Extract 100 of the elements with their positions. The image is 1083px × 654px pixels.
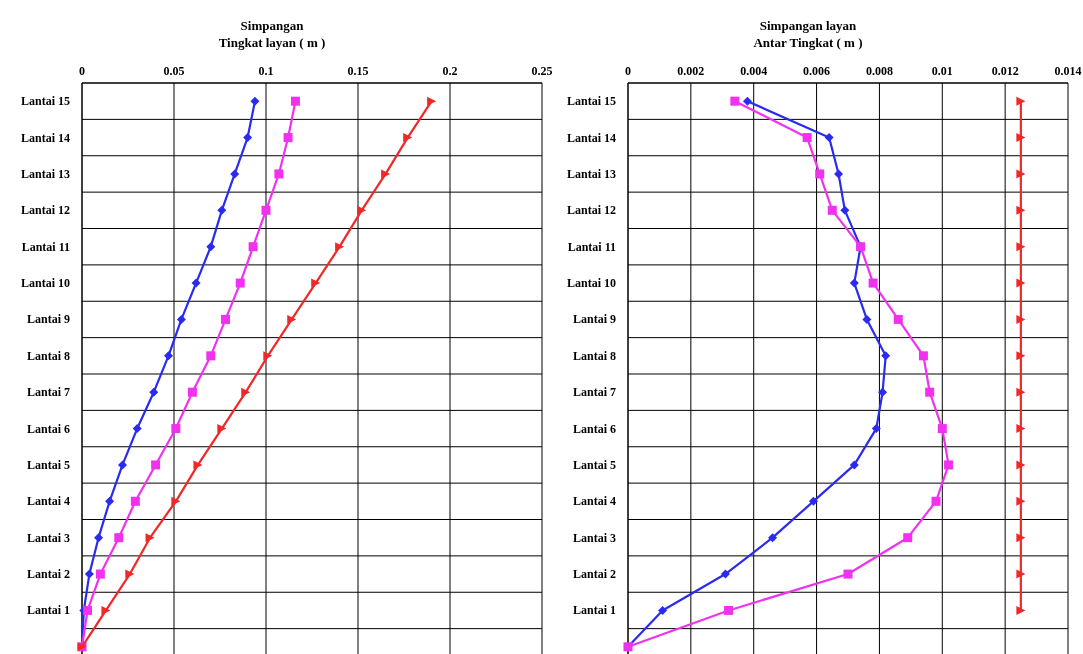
point <box>163 351 173 361</box>
point <box>94 533 104 543</box>
point <box>191 278 201 288</box>
point <box>290 96 300 106</box>
y-tick-label: Lantai 13 <box>20 166 70 181</box>
point <box>730 96 740 106</box>
point <box>843 569 853 579</box>
y-tick-label: Lantai 1 <box>26 603 70 618</box>
y-tick-label: Lantai 12 <box>20 203 70 218</box>
point <box>944 460 954 470</box>
point <box>151 460 161 470</box>
point <box>1016 278 1026 288</box>
x-tick-label: 0.1 <box>258 64 274 78</box>
x-tick-label: 0.004 <box>740 64 768 78</box>
point <box>937 424 947 434</box>
point <box>878 387 888 397</box>
point <box>171 496 181 506</box>
point <box>221 314 231 324</box>
point <box>893 314 903 324</box>
point <box>1016 242 1026 252</box>
x-tick-label: 0 <box>625 64 631 78</box>
point <box>206 351 216 361</box>
point <box>117 460 127 470</box>
point <box>742 96 752 106</box>
point <box>768 533 778 543</box>
point <box>1016 96 1026 106</box>
x-tick-label: 0.006 <box>803 64 831 78</box>
y-tick-label: Lantai 11 <box>21 239 70 254</box>
y-tick-label: Lantai 9 <box>26 312 70 327</box>
point <box>871 424 881 434</box>
point <box>241 387 251 397</box>
point <box>381 169 391 179</box>
point <box>808 496 818 506</box>
point <box>868 278 878 288</box>
point <box>125 569 135 579</box>
point <box>149 387 159 397</box>
point <box>217 205 227 215</box>
point <box>862 314 872 324</box>
point <box>130 496 140 506</box>
point <box>427 96 437 106</box>
point <box>840 205 850 215</box>
point <box>1016 205 1026 215</box>
y-tick-label: Lantai 12 <box>566 203 616 218</box>
point <box>931 496 941 506</box>
point <box>834 169 844 179</box>
y-tick-label: Lantai 5 <box>26 457 70 472</box>
point <box>903 533 913 543</box>
point <box>84 569 94 579</box>
point <box>403 133 413 143</box>
y-tick-label: Lantai 14 <box>566 130 616 145</box>
point <box>261 205 271 215</box>
point <box>925 387 935 397</box>
point <box>918 351 928 361</box>
y-tick-label: Lantai 7 <box>26 385 70 400</box>
point <box>193 460 203 470</box>
y-tick-label: Lantai 2 <box>26 567 70 582</box>
y-tick-label: Lantai 10 <box>20 276 70 291</box>
point <box>1016 133 1026 143</box>
point <box>263 351 273 361</box>
x-tick-label: 0.2 <box>442 64 458 78</box>
point <box>1016 533 1026 543</box>
point <box>287 314 297 324</box>
y-tick-label: Lantai 15 <box>20 94 70 109</box>
point <box>187 387 197 397</box>
point <box>248 242 258 252</box>
y-tick-label: Lantai 11 <box>567 239 616 254</box>
point <box>206 242 216 252</box>
y-tick-label: Lantai 4 <box>572 494 616 509</box>
point <box>1016 605 1026 615</box>
point <box>1016 169 1026 179</box>
point <box>827 205 837 215</box>
point <box>724 605 734 615</box>
x-tick-label: 0.014 <box>1054 64 1082 78</box>
y-tick-label: Lantai 13 <box>566 166 616 181</box>
y-tick-label: Lantai 2 <box>572 567 616 582</box>
point <box>283 133 293 143</box>
point <box>1016 351 1026 361</box>
y-tick-label: Lantai 3 <box>26 530 70 545</box>
point <box>815 169 825 179</box>
x-tick-label: 0.15 <box>347 64 369 78</box>
x-tick-label: 0.002 <box>677 64 705 78</box>
point <box>881 351 891 361</box>
x-axis-title: Simpangan Tingkat layan ( m ) <box>218 18 326 50</box>
point <box>849 460 859 470</box>
x-tick-label: 0.008 <box>865 64 893 78</box>
point <box>171 424 181 434</box>
y-tick-label: Lantai 8 <box>572 348 616 363</box>
point <box>1016 460 1026 470</box>
y-tick-label: Lantai 7 <box>572 385 616 400</box>
y-tick-label: Lantai 9 <box>572 312 616 327</box>
x-axis-title: Simpangan layan Antar Tingkat ( m ) <box>753 18 863 50</box>
point <box>1016 496 1026 506</box>
point <box>849 278 859 288</box>
y-tick-label: Lantai 6 <box>572 421 616 436</box>
y-tick-label: Lantai 3 <box>572 530 616 545</box>
point <box>1016 569 1026 579</box>
point <box>101 605 111 615</box>
x-tick-label: 0.05 <box>163 64 185 78</box>
y-tick-label: Lantai 1 <box>572 603 616 618</box>
y-tick-label: Lantai 8 <box>26 348 70 363</box>
